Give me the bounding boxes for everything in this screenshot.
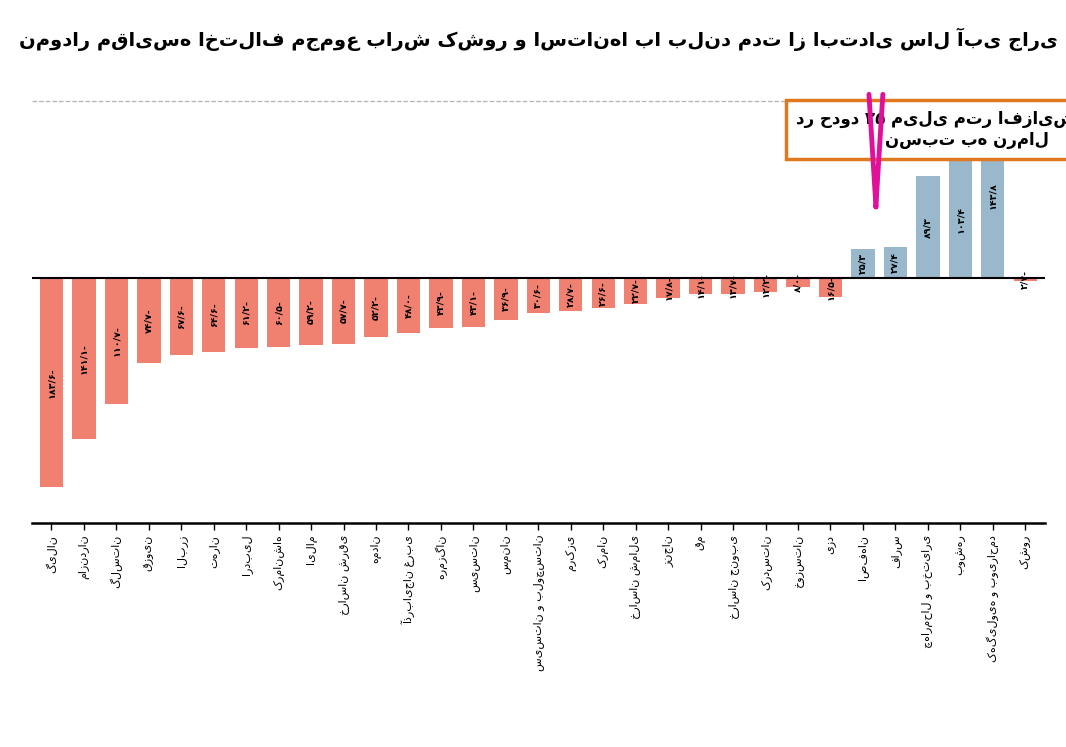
Bar — [1014, 278, 1037, 281]
Text: ۶۰/۵-: ۶۰/۵- — [274, 300, 284, 325]
Text: ۲۵/۳: ۲۵/۳ — [858, 253, 868, 274]
Text: ۵۹/۲-: ۵۹/۲- — [307, 300, 316, 324]
Bar — [300, 278, 323, 345]
Text: ۴۳/۱-: ۴۳/۱- — [469, 290, 478, 315]
Text: در حدود ۲۵ میلی متر افزایش بارش
نسبت به نرمال: در حدود ۲۵ میلی متر افزایش بارش نسبت به … — [796, 111, 1066, 244]
Bar — [332, 278, 355, 344]
Text: ۱۸۳/۶-: ۱۸۳/۶- — [47, 368, 55, 398]
Text: ۴۸/۰-: ۴۸/۰- — [404, 293, 413, 317]
Bar — [462, 278, 485, 327]
Text: ۲۶/۶-: ۲۶/۶- — [599, 281, 608, 306]
Text: ۱۴۱/۱-: ۱۴۱/۱- — [79, 343, 88, 374]
Text: ۲۸/۷-: ۲۸/۷- — [566, 282, 576, 307]
Bar — [754, 278, 777, 292]
Text: ۷۴/۷-: ۷۴/۷- — [144, 309, 154, 333]
Bar — [365, 278, 388, 338]
Bar — [852, 249, 874, 278]
Bar — [39, 278, 63, 487]
Bar — [624, 278, 647, 304]
Text: ۲۷/۴: ۲۷/۴ — [891, 252, 900, 273]
Bar — [397, 278, 420, 332]
Bar — [689, 278, 712, 294]
Bar — [916, 176, 939, 278]
Bar — [657, 278, 680, 298]
Text: ۳۰/۶-: ۳۰/۶- — [534, 283, 543, 308]
Text: ۱۰۳/۴: ۱۰۳/۴ — [956, 205, 965, 232]
Text: ۱۶/۵-: ۱۶/۵- — [826, 275, 835, 300]
Bar — [138, 278, 161, 363]
Bar — [981, 114, 1004, 278]
Text: ۱۷/۸-: ۱۷/۸- — [664, 276, 673, 300]
Bar — [819, 278, 842, 297]
Bar — [169, 278, 193, 355]
Text: ۲/۷-: ۲/۷- — [1021, 270, 1030, 289]
Text: ۱۱۰/۷-: ۱۱۰/۷- — [112, 326, 120, 356]
Bar — [527, 278, 550, 313]
Bar — [235, 278, 258, 347]
Text: ۱۴/۱-: ۱۴/۱- — [696, 273, 705, 299]
Text: ۲۲/۷-: ۲۲/۷- — [631, 279, 641, 303]
Bar — [722, 278, 745, 294]
Bar — [203, 278, 225, 352]
Bar — [430, 278, 453, 328]
Text: ۶۱/۲-: ۶۱/۲- — [242, 300, 251, 325]
Text: ۱۴۳/۸: ۱۴۳/۸ — [988, 183, 998, 209]
Bar — [72, 278, 96, 438]
Bar — [884, 247, 907, 278]
Bar — [559, 278, 582, 311]
Text: ۵۲/۲-: ۵۲/۲- — [372, 295, 381, 320]
Title: نمودار مقایسه اختلاف مجموع بارش کشور و استان‌ها با بلند مدت از ابتدای سال آبی جا: نمودار مقایسه اختلاف مجموع بارش کشور و ا… — [19, 28, 1057, 52]
Text: ۴۳/۹-: ۴۳/۹- — [436, 291, 446, 315]
Text: ۸/۰-: ۸/۰- — [793, 273, 803, 292]
Bar — [266, 278, 290, 347]
Text: ۸۹/۳: ۸۹/۳ — [923, 217, 933, 238]
Bar — [787, 278, 810, 287]
Text: ۳۶/۹-: ۳۶/۹- — [501, 287, 511, 311]
Text: ۵۷/۷-: ۵۷/۷- — [339, 299, 349, 323]
Text: ۱۲/۲-: ۱۲/۲- — [761, 273, 770, 297]
Bar — [592, 278, 615, 309]
Bar — [495, 278, 518, 320]
Text: ۶۷/۶-: ۶۷/۶- — [177, 304, 185, 329]
Text: ۶۴/۶-: ۶۴/۶- — [209, 303, 219, 327]
Bar — [104, 278, 128, 404]
Bar — [949, 160, 972, 278]
Text: ۱۳/۷-: ۱۳/۷- — [728, 273, 738, 298]
